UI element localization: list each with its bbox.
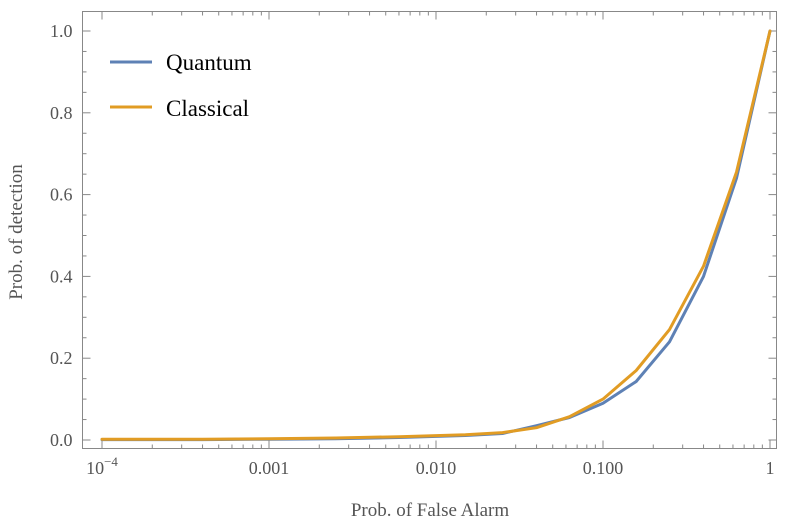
x-axis-title: Prob. of False Alarm bbox=[351, 500, 510, 521]
legend-label-quantum: Quantum bbox=[166, 50, 252, 75]
legend: Quantum Classical bbox=[110, 50, 252, 121]
y-axis-title: Prob. of detection bbox=[6, 164, 27, 300]
x-tick-label: 0.010 bbox=[416, 458, 457, 478]
series-line-classical bbox=[100, 29, 772, 441]
x-tick-label: 10−4 bbox=[86, 454, 118, 478]
x-tick-label: 0.100 bbox=[583, 458, 624, 478]
y-tick-label: 0.4 bbox=[50, 266, 73, 286]
series-layer bbox=[100, 29, 772, 442]
plot-frame bbox=[82, 11, 777, 449]
ticks-layer: 0.0 0.2 0.4 0.6 0.8 1.0 10−4 0.001 0.010 0.100 1 bbox=[50, 11, 777, 478]
x-tick-label: 0.001 bbox=[249, 458, 290, 478]
y-tick-label: 0.0 bbox=[50, 430, 73, 450]
y-tick-label: 0.8 bbox=[50, 103, 73, 123]
series-line-quantum bbox=[100, 29, 772, 442]
legend-label-classical: Classical bbox=[166, 96, 249, 121]
y-tick-label: 1.0 bbox=[50, 21, 73, 41]
y-tick-label: 0.2 bbox=[50, 348, 73, 368]
y-tick-label: 0.6 bbox=[50, 185, 73, 205]
x-tick-label: 1 bbox=[766, 458, 775, 478]
